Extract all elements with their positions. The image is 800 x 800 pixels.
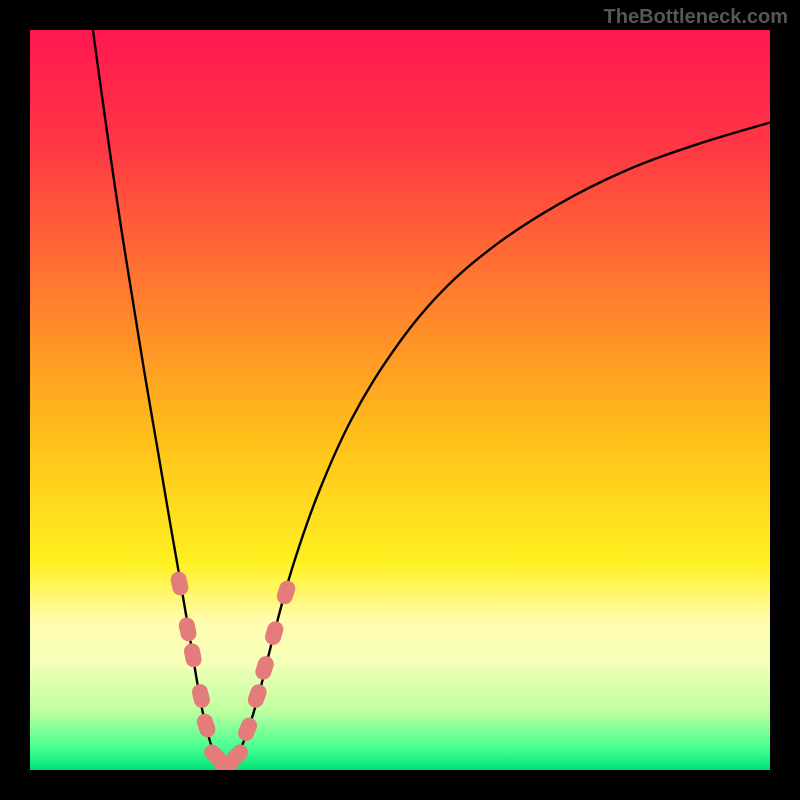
marker-9: [246, 682, 269, 710]
marker-12: [275, 579, 298, 607]
marker-4: [195, 712, 218, 740]
watermark-text: TheBottleneck.com: [604, 6, 788, 29]
marker-2: [182, 642, 203, 669]
marker-3: [190, 682, 211, 709]
right-curve: [226, 123, 770, 767]
curve-svg: [30, 30, 770, 770]
outer-frame: TheBottleneck.com: [0, 0, 800, 800]
marker-10: [253, 654, 276, 682]
marker-11: [263, 619, 285, 647]
marker-8: [236, 715, 260, 743]
marker-1: [177, 616, 198, 643]
marker-0: [169, 570, 190, 597]
plot-area: [30, 30, 770, 770]
left-curve: [93, 30, 226, 766]
